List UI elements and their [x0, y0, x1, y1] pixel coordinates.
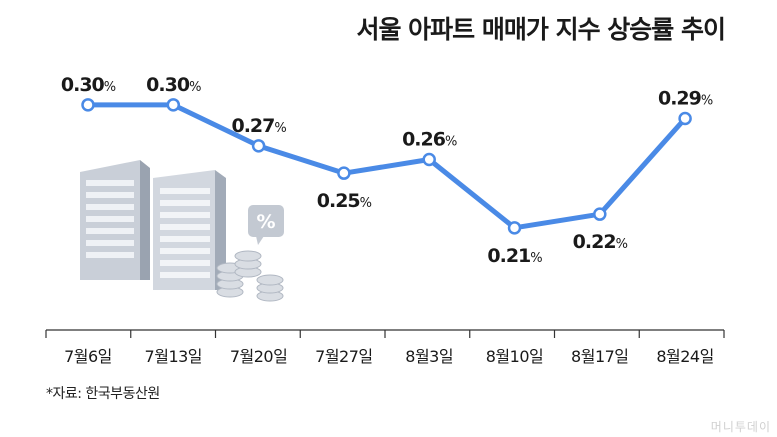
data-point — [593, 207, 607, 221]
data-point — [337, 166, 351, 180]
x-tick-label: 8월24일 — [656, 347, 713, 366]
data-point — [166, 98, 181, 112]
x-tick-label: 8월3일 — [405, 347, 453, 366]
data-label: 0.29% — [658, 88, 713, 110]
data-label: 0.30% — [146, 74, 201, 96]
data-point — [507, 221, 522, 235]
source-note: *자료: 한국부동산원 — [46, 386, 160, 402]
data-point — [251, 139, 266, 153]
x-tick-label: 8월10일 — [486, 347, 543, 366]
data-label: 0.30% — [61, 74, 116, 96]
svg-text:%: % — [256, 211, 275, 233]
data-label: 0.22% — [573, 231, 628, 253]
series-line — [85, 102, 688, 231]
data-point — [81, 98, 95, 112]
x-tick-label: 7월13일 — [145, 347, 202, 366]
data-label: 0.21% — [487, 245, 542, 267]
data-point — [678, 111, 692, 126]
watermark: 머니투데이 — [710, 420, 771, 434]
x-tick-label: 7월27일 — [315, 347, 372, 366]
x-tick-label: 7월20일 — [230, 347, 287, 366]
chart-title: 서울 아파트 매매가 지수 상승률 추이 — [356, 15, 726, 44]
x-tick-label: 7월6일 — [64, 347, 112, 366]
apartment-illustration: % — [80, 160, 284, 302]
data-label: 0.25% — [317, 190, 372, 212]
data-label: 0.27% — [231, 115, 286, 137]
data-label: 0.26% — [402, 129, 457, 151]
x-tick-label: 8월17일 — [571, 347, 628, 366]
data-point — [422, 152, 436, 167]
